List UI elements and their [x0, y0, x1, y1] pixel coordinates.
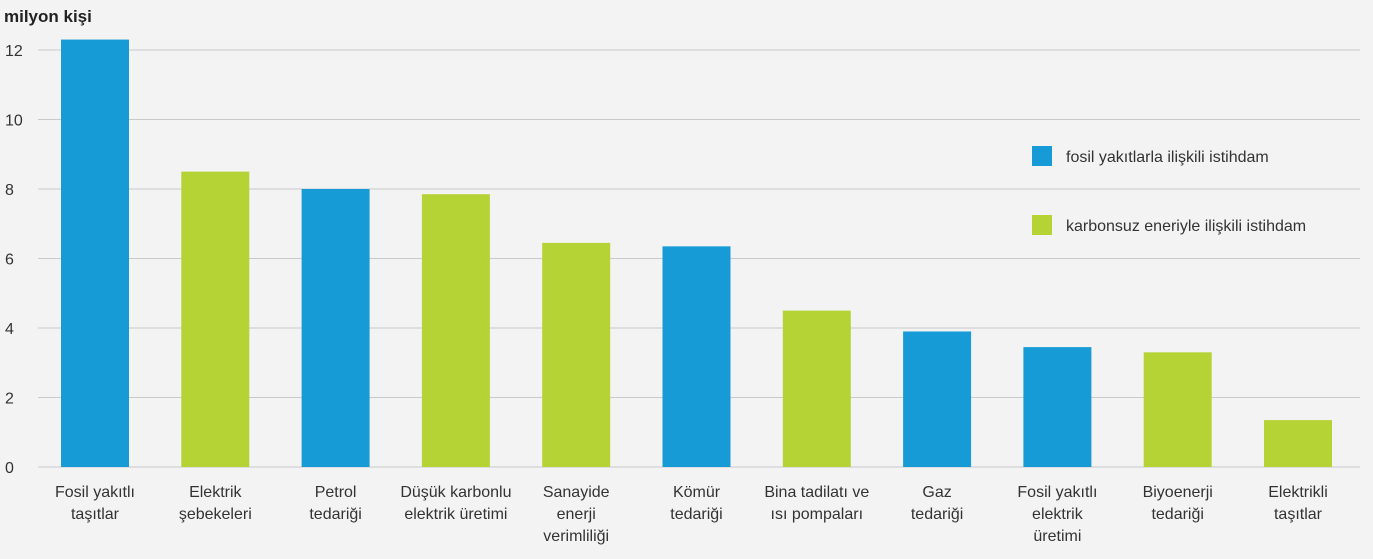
bar: [542, 242, 611, 467]
x-category-label: Elektrikli taşıtlar: [1268, 484, 1328, 523]
y-tick-label: 10: [5, 113, 23, 130]
y-axis-label: milyon kişi: [4, 7, 92, 26]
bar: [1023, 347, 1092, 467]
x-category-label: Biyoenerji tedariği: [1143, 484, 1213, 523]
bar: [782, 310, 851, 467]
x-category-label: Elektrik şebekeleri: [179, 484, 252, 523]
y-tick-label: 6: [5, 252, 14, 269]
legend-swatch-carbon-free: [1032, 215, 1052, 235]
bar: [181, 171, 250, 467]
y-tick-label: 2: [5, 391, 14, 408]
bar: [662, 246, 731, 467]
y-tick-label: 12: [5, 43, 23, 60]
x-category-label: Petrol tedariği: [309, 484, 361, 523]
y-tick-label: 0: [5, 460, 14, 477]
bar: [301, 189, 370, 467]
x-category-label: Gaz tedariği: [911, 484, 963, 523]
x-category-label: Fosil yakıtlı elektrik üretimi: [1017, 484, 1097, 545]
x-category-label: Bina tadilatı ve ısı pompaları: [764, 484, 869, 523]
x-axis-labels: Fosil yakıtlı taşıtlar Elektrik şebekeleri P…: [55, 484, 1328, 545]
bar: [903, 331, 972, 467]
y-tick-label: 8: [5, 182, 14, 199]
y-tick-label: 4: [5, 321, 14, 338]
legend-swatch-fossil: [1032, 146, 1052, 166]
legend-label-carbon-free: karbonsuz eneriyle ilişkili istihdam: [1066, 218, 1306, 235]
x-category-label: Düşük karbonlu elektrik üretimi: [400, 484, 511, 523]
bars: [61, 39, 1332, 467]
x-category-label: Fosil yakıtlı taşıtlar: [55, 484, 135, 523]
bar: [61, 39, 129, 467]
legend: fosil yakıtlarla ilişkili istihdam karbo…: [1032, 146, 1306, 235]
bar: [1264, 420, 1332, 467]
x-category-label: Sanayide enerji verimliliği: [543, 484, 610, 545]
legend-label-fossil: fosil yakıtlarla ilişkili istihdam: [1066, 149, 1269, 166]
x-category-label: Kömür tedariği: [670, 484, 722, 523]
bar: [421, 194, 490, 467]
bar: [1143, 352, 1212, 467]
